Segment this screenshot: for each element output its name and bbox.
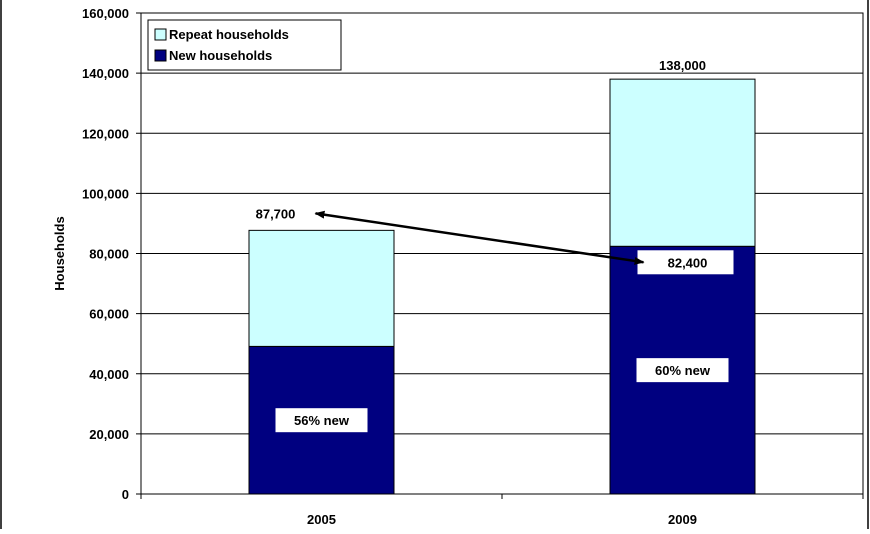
share-label-box	[275, 408, 368, 433]
y-tick-label: 140,000	[82, 66, 129, 81]
y-tick-label: 120,000	[82, 126, 129, 141]
y-tick-label: 100,000	[82, 186, 129, 201]
x-tick-label: 2009	[668, 512, 697, 527]
callout-label-box	[637, 250, 734, 275]
share-label-box	[636, 358, 729, 383]
y-axis-title: Households	[52, 216, 67, 290]
y-tick-label: 160,000	[82, 6, 129, 21]
y-tick-label: 80,000	[89, 247, 129, 262]
y-tick-label: 40,000	[89, 367, 129, 382]
share-label: 60% new	[655, 363, 711, 378]
legend-label: Repeat households	[169, 27, 289, 42]
data-labels: 56% new 60% new 87,700 138,000 82,400	[256, 58, 734, 433]
y-tick-label: 20,000	[89, 427, 129, 442]
callout-arrow	[314, 210, 645, 265]
bar-repeat-households-2005	[248, 229, 395, 347]
y-tick-label: 60,000	[89, 307, 129, 322]
callout-arrow-line	[314, 210, 645, 265]
total-label-2009: 138,000	[659, 58, 706, 73]
legend: Repeat households New households	[147, 19, 342, 71]
total-label-2005: 87,700	[256, 206, 296, 221]
axes: 0 20,000 40,000 60,000 80,000 100,000 120,000 1…	[52, 6, 864, 527]
x-tick-label: 2005	[307, 512, 336, 527]
callout-label: 82,400	[668, 255, 708, 270]
legend-box	[147, 19, 342, 71]
y-tick-label: 0	[122, 487, 129, 502]
share-label: 56% new	[294, 413, 350, 428]
legend-label: New households	[169, 48, 272, 63]
legend-swatch	[154, 28, 167, 41]
bar-repeat-households-2009	[609, 78, 756, 247]
legend-swatch	[154, 49, 167, 62]
